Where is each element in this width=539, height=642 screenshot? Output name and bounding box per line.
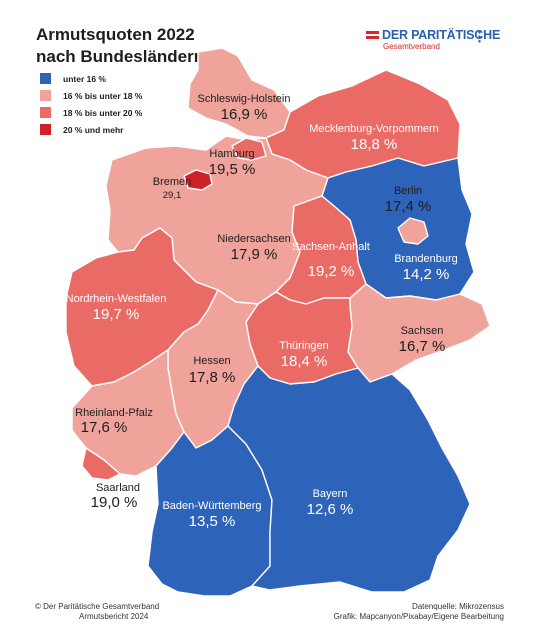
state-name-hamburg: Hamburg <box>209 148 254 160</box>
state-area-bayern[interactable] <box>227 365 471 593</box>
state-area-bremen[interactable] <box>183 169 213 191</box>
state-name-brandenburg: Brandenburg <box>394 253 458 265</box>
state-value-saarland: 19,0 % <box>91 494 138 511</box>
state-area-berlin[interactable] <box>397 217 429 245</box>
state-name-nordrhein-westfalen: Nordrhein-Westfalen <box>66 293 167 305</box>
state-value-hessen: 17,8 % <box>189 369 236 386</box>
legend-item: 18 % bis unter 20 % <box>40 104 142 121</box>
legend-item: 20 % und mehr <box>40 121 142 138</box>
state-value-brandenburg: 14,2 % <box>403 266 450 283</box>
legend-item: 16 % bis unter 18 % <box>40 87 142 104</box>
footer-credits-left: © Der Paritätische Gesamtverband Armutsb… <box>35 602 159 622</box>
legend-label: 18 % bis unter 20 % <box>63 107 143 118</box>
state-name-niedersachsen: Niedersachsen <box>217 233 290 245</box>
state-name-schleswig-holstein: Schleswig-Holstein <box>198 93 291 105</box>
footer-data-source: Datenquelle: Mikrozensus <box>411 602 504 611</box>
state-value-niedersachsen: 17,9 % <box>231 246 278 263</box>
map-title-line1: Armutsquoten 2022 <box>36 25 195 44</box>
state-value-hamburg: 19,5 % <box>209 161 256 178</box>
state-value-nordrhein-westfalen: 19,7 % <box>93 306 140 323</box>
footer-report: Armutsbericht 2024 <box>79 612 149 621</box>
legend-swatch <box>40 90 51 101</box>
legend-label: 20 % und mehr <box>63 124 124 135</box>
state-value-schleswig-holstein: 16,9 % <box>221 106 268 123</box>
state-name-sachsen-anhalt: Sachsen-Anhalt <box>292 241 370 253</box>
state-name-thueringen: Thüringen <box>279 340 329 352</box>
state-name-saarland: Saarland <box>96 482 140 494</box>
state-name-bayern: Bayern <box>313 488 348 500</box>
legend-label: unter 16 % <box>63 73 106 84</box>
logo-mark-icon <box>366 31 379 43</box>
paritaetische-logo: DER PARITÄTISCHE Gesamtverband <box>366 27 500 53</box>
legend-item: unter 16 % <box>40 70 142 87</box>
state-value-berlin: 17,4 % <box>385 198 432 215</box>
state-name-baden-wuerttemberg: Baden-Württemberg <box>162 500 261 512</box>
state-value-baden-wuerttemberg: 13,5 % <box>189 513 236 530</box>
state-name-berlin: Berlin <box>394 185 422 197</box>
state-area-saarland[interactable] <box>81 447 121 481</box>
state-value-bayern: 12,6 % <box>307 501 354 518</box>
state-name-mecklenburg-vorpommern: Mecklenburg-Vorpommern <box>309 123 439 135</box>
footer-graphic-credit: Grafik: Mapcanyon/Pixabay/Eigene Bearbei… <box>333 612 504 621</box>
state-value-bremen: 29,1 <box>163 190 182 201</box>
state-name-rheinland-pfalz: Rheinland-Pfalz <box>75 407 153 419</box>
state-value-sachsen: 16,7 % <box>399 338 446 355</box>
footer-copyright: © Der Paritätische Gesamtverband <box>35 602 160 611</box>
legend: unter 16 % 16 % bis unter 18 % 18 % bis … <box>40 70 142 138</box>
state-value-sachsen-anhalt: 19,2 % <box>308 263 355 280</box>
legend-swatch <box>40 107 51 118</box>
state-value-rheinland-pfalz: 17,6 % <box>81 419 128 436</box>
state-name-bremen: Bremen <box>153 176 192 188</box>
logo-name: DER PARITÄTISCHE <box>382 28 501 42</box>
legend-label: 16 % bis unter 18 % <box>63 90 143 101</box>
state-name-sachsen: Sachsen <box>401 325 444 337</box>
logo-dots-icon <box>478 30 481 43</box>
state-value-mecklenburg-vorpommern: 18,8 % <box>351 136 398 153</box>
logo-subtitle: Gesamtverband <box>383 42 440 51</box>
map-title-line2: nach Bundesländern <box>36 47 205 66</box>
map-title: Armutsquoten 2022 nach Bundesländern <box>36 24 204 68</box>
footer-credits-right: Datenquelle: Mikrozensus Grafik: Mapcany… <box>334 602 504 622</box>
state-name-hessen: Hessen <box>193 355 230 367</box>
state-area-hamburg[interactable] <box>231 137 267 161</box>
legend-swatch <box>40 124 51 135</box>
state-value-thueringen: 18,4 % <box>281 353 328 370</box>
legend-swatch <box>40 73 51 84</box>
